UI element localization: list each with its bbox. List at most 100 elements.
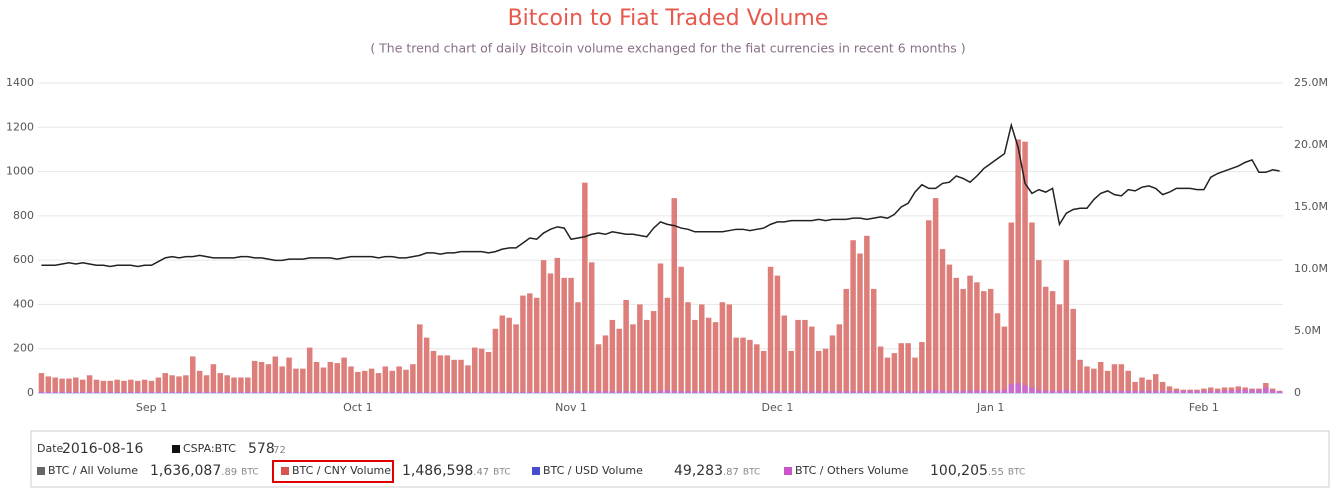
bar xyxy=(898,391,904,393)
bar xyxy=(699,304,705,393)
y-tick-label: 1000 xyxy=(6,165,34,178)
bar xyxy=(217,391,224,393)
item-swatch xyxy=(532,467,540,475)
bar xyxy=(884,357,891,393)
bar xyxy=(747,339,753,393)
bar xyxy=(423,391,430,393)
bar xyxy=(981,291,987,393)
bar xyxy=(919,391,925,393)
y-tick-label: 800 xyxy=(13,209,34,222)
bar xyxy=(1063,260,1070,393)
bar xyxy=(1091,368,1097,393)
bar xyxy=(1077,359,1083,393)
bar xyxy=(1139,377,1145,393)
bar xyxy=(506,317,512,393)
bar xyxy=(643,391,650,393)
bar xyxy=(1221,387,1228,393)
bar xyxy=(547,391,554,393)
price-decimals: .72 xyxy=(270,445,286,456)
bar xyxy=(465,391,471,393)
bar xyxy=(355,371,361,393)
y2-tick-label: 25.0M xyxy=(1294,76,1328,89)
bar xyxy=(238,391,244,393)
bar xyxy=(86,375,93,393)
item-unit: BTC xyxy=(493,468,510,478)
bar xyxy=(987,288,994,393)
bar xyxy=(767,266,774,393)
bar xyxy=(623,300,629,393)
bar xyxy=(664,297,671,393)
bar xyxy=(1132,381,1138,393)
bar xyxy=(444,355,451,393)
bar xyxy=(705,391,712,393)
bar xyxy=(1228,387,1235,393)
bar xyxy=(733,337,739,393)
bar xyxy=(857,391,863,393)
bar xyxy=(650,311,657,393)
bar xyxy=(114,379,120,393)
bar xyxy=(533,391,540,393)
bar xyxy=(93,379,100,393)
bar xyxy=(368,368,375,393)
bar xyxy=(616,328,622,393)
bar xyxy=(946,390,953,393)
bar xyxy=(1070,308,1076,393)
bar xyxy=(458,359,464,393)
bar xyxy=(678,266,684,393)
bar xyxy=(946,264,953,393)
x-tick-label: Feb 1 xyxy=(1189,401,1219,414)
bar xyxy=(533,297,540,393)
bar xyxy=(974,282,980,393)
bar xyxy=(355,391,361,393)
bar xyxy=(554,257,561,393)
y-tick-label: 200 xyxy=(13,342,34,355)
bar xyxy=(822,348,829,393)
bar xyxy=(334,363,340,393)
bar xyxy=(788,391,794,393)
bar xyxy=(1125,370,1131,393)
item-decimals: .47 xyxy=(473,467,489,478)
y2-tick-label: 20.0M xyxy=(1294,138,1328,151)
bar xyxy=(437,391,444,393)
bar xyxy=(155,391,162,393)
bar xyxy=(499,391,506,393)
bar xyxy=(1269,390,1276,393)
bar xyxy=(912,391,918,393)
bar xyxy=(1104,390,1111,393)
bar xyxy=(829,391,836,393)
bar xyxy=(465,365,471,393)
x-tick-label: Sep 1 xyxy=(136,401,167,414)
bar xyxy=(382,391,389,393)
bar xyxy=(561,391,567,393)
bar xyxy=(919,342,925,393)
bar xyxy=(671,198,678,393)
bar xyxy=(1249,389,1255,393)
bar xyxy=(1111,390,1118,393)
bar xyxy=(100,391,107,393)
item-name: BTC / All Volume xyxy=(48,464,138,477)
bar xyxy=(121,391,127,393)
info-panel xyxy=(30,430,1330,488)
bar xyxy=(795,319,801,393)
bar xyxy=(196,370,203,393)
bar xyxy=(1159,381,1166,393)
bar xyxy=(981,390,987,393)
bar xyxy=(410,364,416,393)
item-value: 1,636,087 xyxy=(150,463,221,479)
bar xyxy=(1015,383,1021,393)
bar xyxy=(747,391,753,393)
bar xyxy=(960,288,966,393)
bar xyxy=(472,347,478,393)
bar xyxy=(1166,390,1173,393)
bar xyxy=(238,377,244,393)
bar xyxy=(396,366,402,393)
bar xyxy=(692,319,698,393)
bar xyxy=(458,391,464,393)
bar xyxy=(45,376,52,393)
bar xyxy=(279,391,285,393)
bar xyxy=(320,391,327,393)
y-tick-label: 1200 xyxy=(6,120,34,133)
bar xyxy=(478,391,485,393)
